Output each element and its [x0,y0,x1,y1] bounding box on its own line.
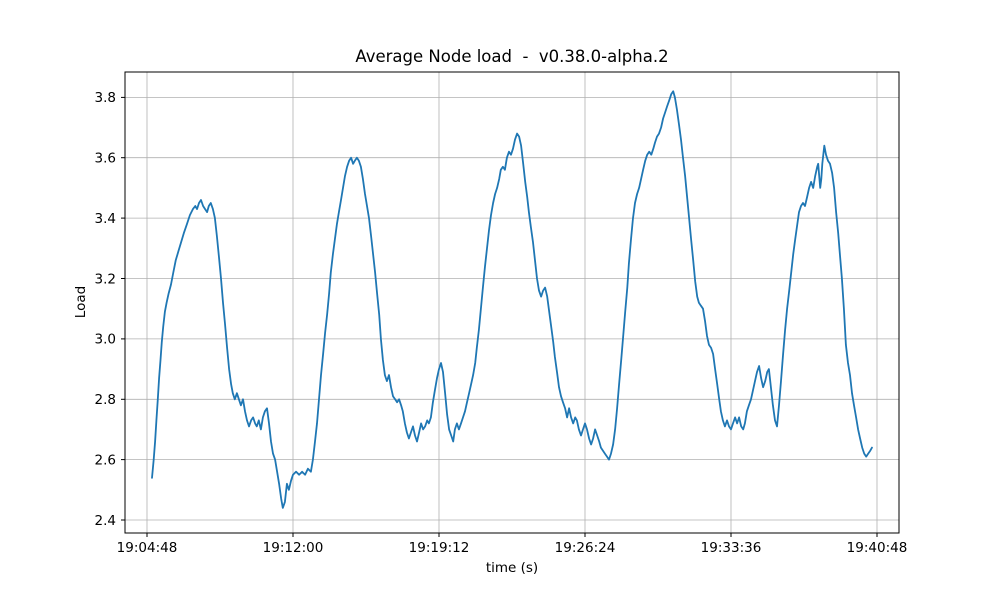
y-tick-label: 3.8 [95,90,116,106]
plot-area [125,72,899,533]
y-tick-label: 3.2 [95,271,116,287]
y-tick-label: 2.4 [95,513,116,529]
y-tick-label: 2.8 [95,392,116,408]
x-tick-label: 19:19:12 [409,540,470,556]
data-line-average-node-load [151,90,873,509]
x-tick-label: 19:33:36 [701,540,762,556]
x-tick-label: 19:40:48 [847,540,908,556]
y-tick-label: 3.6 [95,151,116,167]
y-tick-label: 3.0 [95,332,116,348]
x-axis-label: time (s) [485,560,539,576]
x-tick-label: 19:26:24 [555,540,616,556]
y-axis-label: Load [73,285,89,319]
y-tick-label: 3.4 [95,211,116,227]
y-tick-label: 2.6 [95,452,116,468]
x-tick-label: 19:04:48 [117,540,178,556]
x-tick-label: 19:12:00 [263,540,324,556]
chart-title: Average Node load - v0.38.0-alpha.2 [355,47,669,66]
plot-border [124,71,900,534]
